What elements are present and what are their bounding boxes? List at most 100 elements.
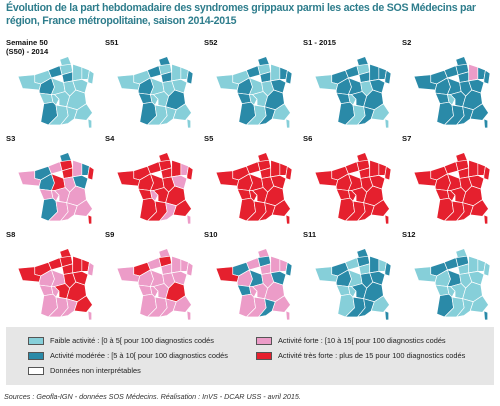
- panel-week-label: S9: [105, 230, 115, 239]
- region-shape: [186, 118, 192, 129]
- panel-week-label: S51: [105, 38, 119, 47]
- panel-week-label: S8: [6, 230, 16, 239]
- region-shape: [384, 261, 392, 277]
- region-shape: [137, 284, 153, 297]
- region-shape: [369, 79, 386, 94]
- map-panel: S5: [202, 134, 298, 230]
- region-shape: [370, 199, 390, 217]
- legend-item-forte: Activité forte : [10 à 15[ pour 100 diag…: [256, 336, 446, 345]
- region-shape: [270, 63, 281, 82]
- panel-week-label: S3: [6, 134, 16, 143]
- region-shape: [270, 175, 287, 190]
- panel-week-label: S5: [204, 134, 214, 143]
- legend-item-non-interpretable: Données non interprétables: [28, 366, 141, 375]
- region-shape: [384, 69, 392, 85]
- legend-label-non-interpretable: Données non interprétables: [50, 366, 141, 375]
- region-shape: [335, 92, 351, 105]
- panel-week-label: S52: [204, 38, 218, 47]
- legend-label-forte: Activité forte : [10 à 15[ pour 100 diag…: [278, 336, 446, 345]
- france-map: [215, 248, 293, 321]
- legend-label-tres-forte: Activité très forte : plus de 15 pour 10…: [278, 351, 466, 360]
- france-map: [116, 56, 194, 129]
- region-shape: [72, 271, 89, 286]
- panel-week-label: S11: [303, 230, 317, 239]
- panel-week-label: S7: [402, 134, 412, 143]
- legend-label-moderee: Activité modérée : [5 à 10[ pour 100 dia…: [50, 351, 228, 360]
- map-panel: S10: [202, 230, 298, 326]
- region-shape: [38, 188, 54, 201]
- region-shape: [469, 295, 489, 313]
- map-panel: Semaine 50 (S50) - 2014: [4, 38, 100, 134]
- panel-week-label: S2: [402, 38, 412, 47]
- region-shape: [171, 255, 182, 274]
- panel-week-label: S1 - 2015: [303, 38, 336, 47]
- region-shape: [434, 284, 450, 297]
- legend-swatch-forte: [256, 336, 272, 345]
- region-shape: [87, 118, 93, 129]
- region-shape: [87, 310, 93, 321]
- france-map: [413, 56, 491, 129]
- panel-week-label: Semaine 50 (S50) - 2014: [6, 38, 49, 56]
- region-shape: [87, 69, 95, 85]
- region-shape: [483, 261, 491, 277]
- legend: Faible activité : [0 à 5[ pour 100 diagn…: [6, 327, 494, 385]
- map-panel: S12: [400, 230, 496, 326]
- region-shape: [186, 165, 194, 181]
- region-shape: [483, 69, 491, 85]
- region-shape: [137, 92, 153, 105]
- region-shape: [271, 295, 291, 313]
- region-shape: [434, 188, 450, 201]
- france-map: [413, 248, 491, 321]
- region-shape: [73, 295, 93, 313]
- region-shape: [468, 63, 479, 82]
- region-shape: [285, 118, 291, 129]
- panel-week-label: S12: [402, 230, 416, 239]
- region-shape: [384, 165, 392, 181]
- region-shape: [468, 159, 479, 178]
- region-shape: [369, 159, 380, 178]
- region-shape: [285, 214, 291, 225]
- region-shape: [468, 255, 479, 274]
- region-shape: [468, 175, 485, 190]
- region-shape: [87, 165, 95, 181]
- map-panel: S6: [301, 134, 397, 230]
- region-shape: [72, 175, 89, 190]
- map-grid: Semaine 50 (S50) - 2014 S51 S52 S1 - 2015 S2…: [4, 38, 500, 326]
- region-shape: [87, 261, 95, 277]
- region-shape: [369, 255, 380, 274]
- region-shape: [171, 271, 188, 286]
- france-map: [17, 152, 95, 225]
- region-shape: [483, 310, 489, 321]
- region-shape: [285, 165, 293, 181]
- region-shape: [171, 79, 188, 94]
- region-shape: [236, 188, 252, 201]
- region-shape: [384, 214, 390, 225]
- region-shape: [186, 310, 192, 321]
- map-panel: S11: [301, 230, 397, 326]
- map-panel: S7: [400, 134, 496, 230]
- france-map: [17, 248, 95, 321]
- region-shape: [72, 79, 89, 94]
- region-shape: [285, 261, 293, 277]
- region-shape: [384, 118, 390, 129]
- region-shape: [171, 159, 182, 178]
- map-panel: S1 - 2015: [301, 38, 397, 134]
- region-shape: [72, 159, 83, 178]
- region-shape: [38, 284, 54, 297]
- region-shape: [271, 199, 291, 217]
- region-shape: [335, 284, 351, 297]
- region-shape: [271, 103, 291, 121]
- france-map: [17, 56, 95, 129]
- legend-label-faible: Faible activité : [0 à 5[ pour 100 diagn…: [50, 336, 214, 345]
- figure-title: Évolution de la part hebdomadaire des sy…: [6, 2, 476, 27]
- france-map: [413, 152, 491, 225]
- region-shape: [384, 310, 390, 321]
- france-map: [116, 152, 194, 225]
- region-shape: [236, 284, 252, 297]
- france-map: [314, 152, 392, 225]
- map-panel: S4: [103, 134, 199, 230]
- region-shape: [87, 214, 93, 225]
- region-shape: [186, 214, 192, 225]
- region-shape: [285, 69, 293, 85]
- france-map: [314, 248, 392, 321]
